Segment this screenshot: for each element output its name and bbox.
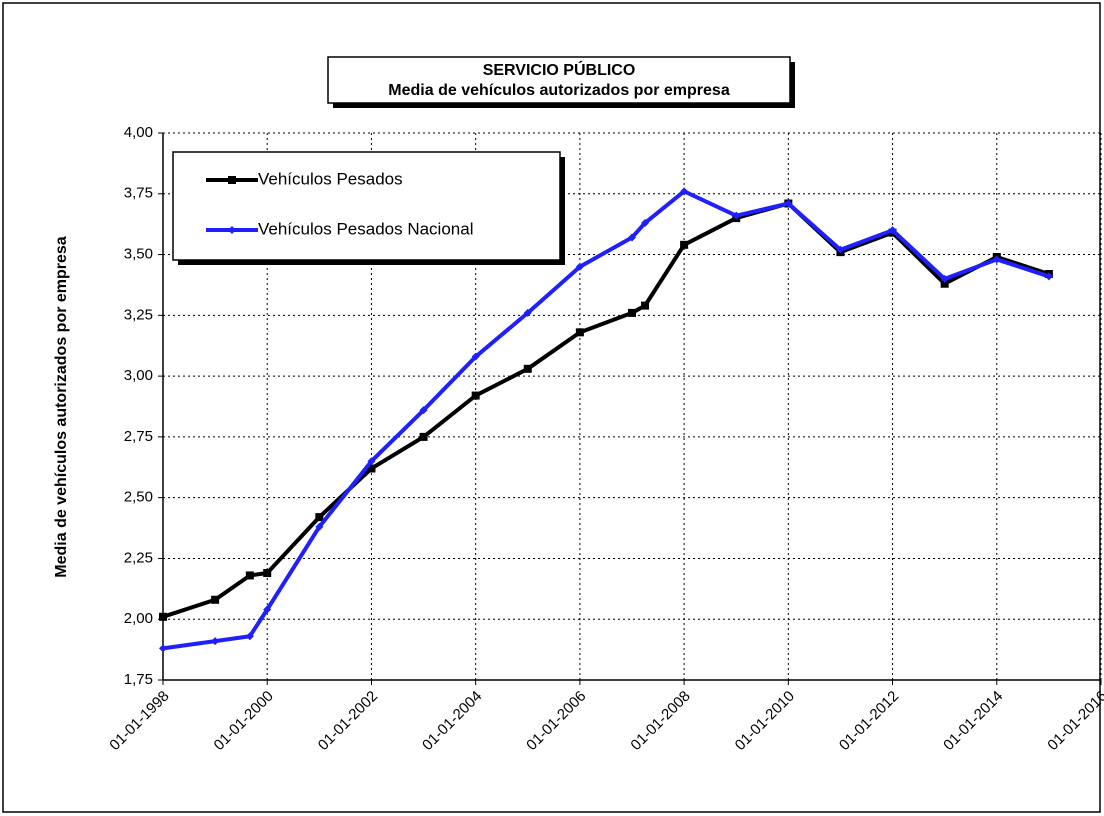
marker xyxy=(367,457,376,466)
y-axis-label: Media de vehículos autorizados por empre… xyxy=(53,236,70,578)
marker xyxy=(315,522,324,531)
marker xyxy=(245,571,254,580)
marker xyxy=(575,262,584,271)
marker xyxy=(523,364,532,373)
y-tick-label: 4,00 xyxy=(124,124,153,141)
y-tick-label: 1,75 xyxy=(124,671,153,688)
title-box xyxy=(327,56,791,104)
y-tick-label: 3,75 xyxy=(124,185,153,202)
marker xyxy=(419,406,428,415)
marker xyxy=(628,308,636,317)
marker xyxy=(159,612,167,621)
marker xyxy=(992,255,1001,264)
y-tick-label: 2,25 xyxy=(124,549,153,566)
y-tick-label: 3,50 xyxy=(124,246,153,263)
y-tick-label: 3,25 xyxy=(124,306,153,323)
marker xyxy=(680,240,689,249)
y-tick-label: 2,75 xyxy=(124,428,153,445)
marker xyxy=(888,226,897,235)
series-line xyxy=(162,201,1050,619)
marker xyxy=(836,245,845,254)
chart-title: SERVICIO PÚBLICO xyxy=(483,60,636,79)
marker xyxy=(228,176,236,184)
y-tick-label: 2,50 xyxy=(124,489,153,506)
y-tick-label: 3,00 xyxy=(124,367,153,384)
marker xyxy=(940,279,949,288)
marker xyxy=(784,199,793,208)
marker xyxy=(245,632,254,641)
marker xyxy=(641,301,650,310)
chart-subtitle: Media de vehículos autorizados por empre… xyxy=(388,82,730,99)
legend xyxy=(172,151,561,261)
y-tick-label: 2,00 xyxy=(124,610,153,627)
legend-label: Vehículos Pesados Nacional xyxy=(258,219,473,238)
marker xyxy=(641,218,650,227)
marker xyxy=(575,328,584,337)
marker xyxy=(263,605,272,614)
marker xyxy=(367,464,376,473)
series-line xyxy=(162,189,1050,651)
marker xyxy=(315,513,324,522)
marker xyxy=(680,187,689,196)
marker xyxy=(159,644,167,653)
legend-label: Vehículos Pesados xyxy=(258,169,403,188)
marker xyxy=(228,226,236,234)
marker xyxy=(523,308,532,317)
marker xyxy=(628,233,636,242)
marker xyxy=(471,352,480,361)
marker xyxy=(211,595,220,604)
series xyxy=(159,187,1053,653)
marker xyxy=(1044,272,1053,281)
marker xyxy=(732,211,741,220)
marker xyxy=(211,637,220,646)
marker xyxy=(940,274,949,283)
marker xyxy=(419,432,428,441)
marker xyxy=(471,391,480,400)
marker xyxy=(263,569,272,578)
